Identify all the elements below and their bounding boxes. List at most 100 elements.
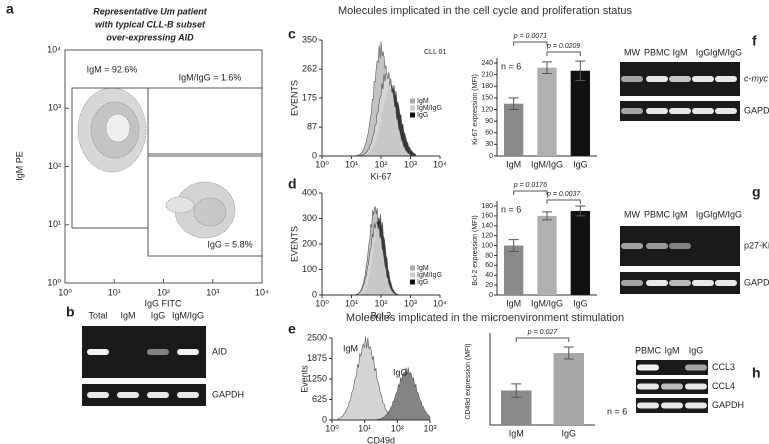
error-bar <box>542 211 552 221</box>
y-tick-label: 160 <box>481 213 493 220</box>
histogram-curve <box>351 71 411 157</box>
gel-band <box>637 383 659 390</box>
x-tick-label: IgG <box>561 428 576 438</box>
x-axis-label: Bcl-2 <box>371 310 392 320</box>
y-tick-label: 210 <box>481 71 493 78</box>
gel-band <box>669 76 691 82</box>
y-tick-label: 0 <box>489 153 493 160</box>
legend-swatch <box>410 112 415 118</box>
y-tick-label: 1875 <box>307 353 327 363</box>
lane-label: PBMC <box>644 209 671 219</box>
x-tick-label: 10⁴ <box>255 287 269 297</box>
legend-swatch <box>410 272 415 278</box>
gate <box>147 87 263 155</box>
x-tick-label: 10⁴ <box>433 298 447 308</box>
x-tick-label: IgM <box>509 428 524 438</box>
panel-letter: g <box>752 184 761 200</box>
gene-label: p27-Kip1 <box>744 240 769 250</box>
gel-band <box>177 349 199 355</box>
gel-band <box>621 76 643 82</box>
gate-label: IgM/IgG = 1.6% <box>179 72 242 82</box>
x-tick-label: 10¹ <box>345 159 358 169</box>
y-tick-label: 1250 <box>307 373 327 383</box>
y-tick-label: 180 <box>481 83 493 90</box>
gel-band <box>621 243 643 249</box>
gel-band <box>715 108 737 114</box>
error-bar <box>563 346 574 360</box>
error-bar <box>575 205 586 217</box>
lane-label: IgG <box>696 47 711 57</box>
gel-band <box>685 402 707 409</box>
panel-letter: f <box>752 33 757 49</box>
legend-label: IgM <box>417 265 429 272</box>
x-tick-label: 10² <box>374 298 387 308</box>
x-axis-label: Ki-67 <box>370 171 391 181</box>
y-tick-label: 262 <box>302 64 317 74</box>
sample-label: CLL 01 <box>424 49 446 56</box>
legend-label: IgG <box>417 112 428 119</box>
bar <box>570 70 590 156</box>
x-tick-label: IgM <box>506 298 521 308</box>
gel-band <box>621 108 643 114</box>
x-axis-label: IgG FITC <box>144 298 182 308</box>
bar <box>504 103 524 156</box>
gel-band <box>692 76 714 82</box>
p-value: p = 0.0071 <box>513 33 547 40</box>
y-axis-label: EVENTS <box>289 80 299 116</box>
y-axis-label: CD49d expression (MFI) <box>465 343 472 419</box>
gel-band <box>715 76 737 82</box>
x-tick-label: IgG <box>573 298 588 308</box>
y-tick-label: 100 <box>302 264 317 274</box>
y-tick-label: 120 <box>481 106 493 113</box>
legend-swatch <box>410 265 415 271</box>
y-tick-label: 10⁰ <box>47 277 61 287</box>
legend-swatch <box>410 105 415 111</box>
lane-label: IgM/IgG <box>710 209 742 219</box>
gene-label: CCL3 <box>712 362 735 372</box>
cell-population <box>193 197 227 227</box>
gene-label: c-myc <box>744 73 768 83</box>
y-tick-label: 625 <box>312 394 327 404</box>
gel-band <box>147 392 169 398</box>
gel-band <box>692 108 714 114</box>
gene-label: CCL4 <box>712 381 735 391</box>
y-tick-label: 100 <box>481 242 493 249</box>
x-tick-label: 10² <box>391 423 404 433</box>
lane-label: IgG <box>151 310 166 320</box>
error-bar <box>575 60 586 81</box>
x-tick-label: 10² <box>374 159 387 169</box>
curve-label: IgG <box>393 367 408 377</box>
y-tick-label: 60 <box>485 262 493 269</box>
legend-label: IgM/IgG <box>417 272 442 279</box>
gene-label: GAPDH <box>712 400 744 410</box>
y-tick-label: 80 <box>485 252 493 259</box>
panel-letter: h <box>752 365 761 381</box>
gel-band <box>661 383 683 390</box>
y-tick-label: 0 <box>489 292 493 299</box>
p-value: p = 0.0037 <box>546 191 581 198</box>
panel-letter: d <box>288 176 297 192</box>
gene-label: GAPDH <box>744 105 769 115</box>
bar <box>504 245 524 295</box>
y-tick-label: 300 <box>302 213 317 223</box>
lane-label: IgM <box>672 47 687 57</box>
section-title: Molecules implicated in the microenviron… <box>346 312 624 324</box>
legend-label: IgG <box>417 279 428 286</box>
y-axis-label: Ki-67 expression (MFI) <box>472 74 479 145</box>
x-tick-label: 10¹ <box>108 287 121 297</box>
y-tick-label: 0 <box>322 414 327 424</box>
legend-swatch <box>410 98 415 104</box>
y-axis-label: IgM PE <box>14 151 24 181</box>
lane-label: IgG <box>696 209 711 219</box>
y-tick-label: 10⁴ <box>47 44 61 54</box>
cell-population <box>105 113 131 143</box>
x-tick-label: IgM/IgG <box>531 159 563 169</box>
y-tick-label: 180 <box>481 203 493 210</box>
lane-label: IgG <box>689 345 704 355</box>
x-tick-label: 10² <box>157 287 170 297</box>
y-tick-label: 150 <box>481 95 493 102</box>
lane-label: IgM <box>120 310 135 320</box>
y-tick-label: 87 <box>307 122 317 132</box>
x-tick-label: 10⁰ <box>325 423 339 433</box>
